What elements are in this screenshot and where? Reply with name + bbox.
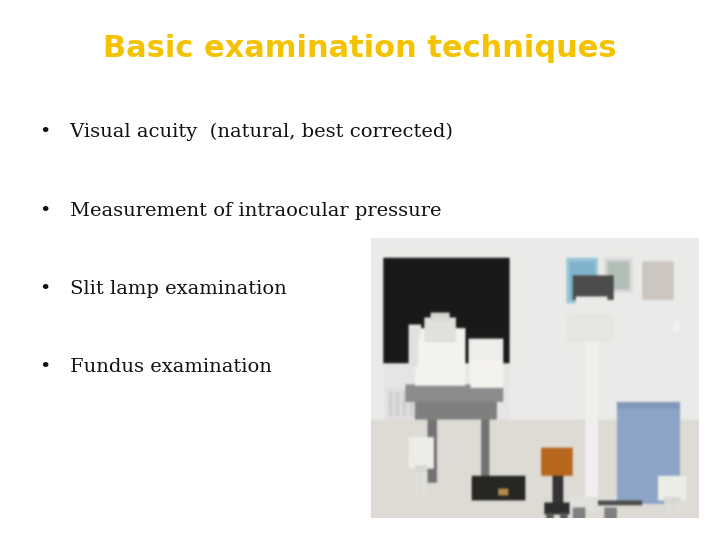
Text: Basic examination techniques: Basic examination techniques	[103, 34, 617, 63]
Text: •   Slit lamp examination: • Slit lamp examination	[40, 280, 287, 298]
Text: •   Measurement of intraocular pressure: • Measurement of intraocular pressure	[40, 201, 441, 220]
Text: •   Visual acuity  (natural, best corrected): • Visual acuity (natural, best corrected…	[40, 123, 452, 141]
Text: •   Fundus examination: • Fundus examination	[40, 358, 271, 376]
